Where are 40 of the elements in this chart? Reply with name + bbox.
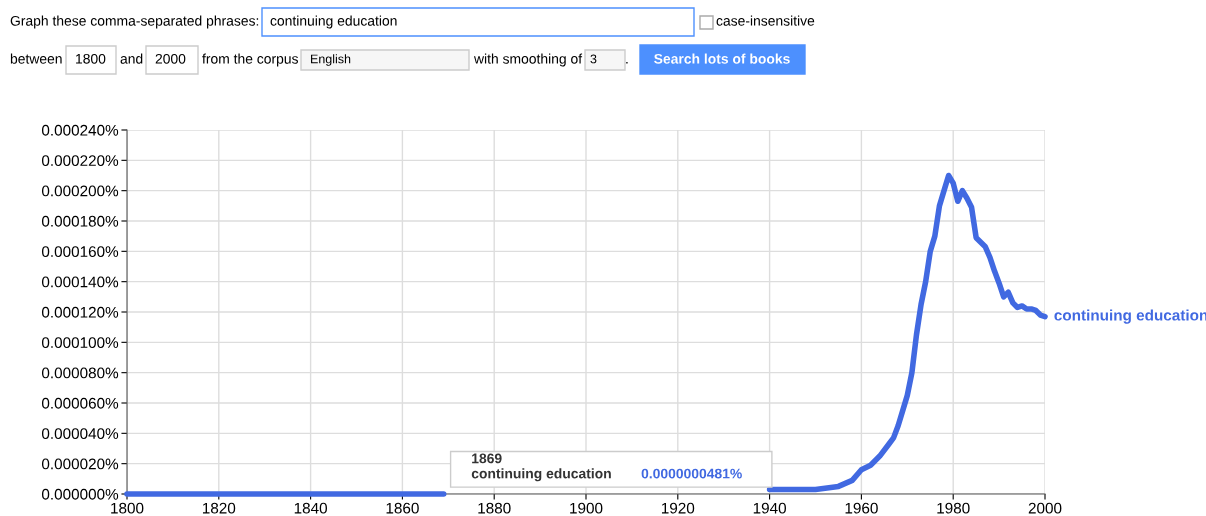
text: case-insensitive (716, 15, 815, 26)
y-tick-label: 0.000060% (41, 397, 119, 409)
y-tick-label: 0.000200% (41, 185, 119, 197)
y-tick-label: 0.000140% (41, 276, 119, 288)
x-tick-label: 1880 (478, 502, 511, 514)
annotation: continuing education (471, 468, 611, 482)
x-tick-label: 1920 (661, 502, 695, 514)
y-tick-label: 0.000240% (41, 124, 119, 136)
y-tick-label: 0.000180% (41, 215, 119, 227)
text: . (626, 62, 628, 64)
text: English (311, 54, 351, 66)
text: 3 (590, 54, 597, 64)
x-tick-label: 1860 (386, 502, 419, 514)
x-tick-label: 1800 (111, 502, 144, 514)
y-tick-label: 0.000020% (41, 458, 119, 470)
y-tick-label: 0.000160% (41, 246, 119, 258)
y-tick-label: 0.000040% (41, 428, 119, 440)
x-tick-label: 1980 (937, 502, 970, 514)
text: from the corpus (202, 53, 298, 67)
x-tick-label: 2000 (1028, 502, 1062, 514)
text: continuing education (270, 15, 397, 29)
y-tick-label: 0.000000% (41, 488, 119, 500)
text: with smoothing of (473, 53, 583, 67)
y-tick-label: 0.000220% (41, 155, 119, 167)
x-tick-label: 1840 (294, 502, 327, 514)
text: Graph these comma-separated phrases: (10, 15, 259, 29)
x-tick-label: 1960 (845, 502, 878, 514)
y-tick-label: 0.000080% (41, 367, 119, 379)
text: and (120, 53, 143, 64)
text: 1800 (76, 53, 106, 64)
annotation: 1869 (472, 453, 502, 464)
annotation: 0.0000000481% (641, 468, 742, 479)
y-tick-label: 0.000100% (41, 337, 119, 349)
text: 2000 (155, 53, 186, 64)
x-tick-label: 1820 (202, 502, 236, 514)
x-tick-label: 1900 (570, 502, 603, 514)
y-tick-label: 0.000120% (41, 306, 119, 318)
text: Search lots of books (654, 53, 790, 64)
x-tick-label: 1940 (753, 502, 786, 514)
text: between (10, 53, 62, 64)
